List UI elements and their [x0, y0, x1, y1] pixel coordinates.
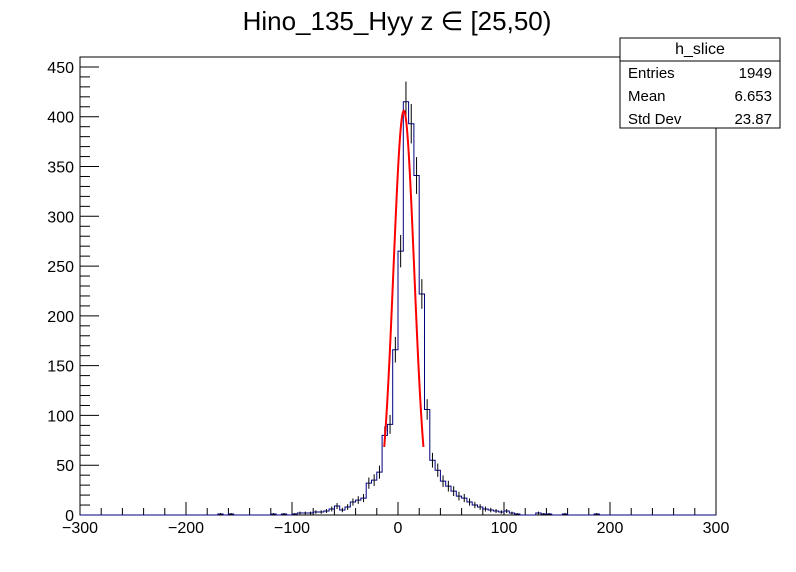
stats-mean-label: Mean [628, 88, 666, 105]
y-tick-label: 200 [47, 309, 74, 326]
y-axis: 0 50 100 150 200 250 300 350 400 450 [47, 56, 99, 525]
y-tick-label: 100 [47, 408, 74, 425]
y-tick-label: 400 [47, 110, 74, 127]
x-tick-label: −300 [62, 520, 98, 537]
fit-curve [383, 109, 425, 448]
histogram-layer [80, 81, 716, 516]
y-tick-label: 250 [47, 259, 74, 276]
y-tick-label: 0 [65, 508, 74, 525]
y-tick-label: 50 [56, 458, 74, 475]
y-tick-label: 150 [47, 359, 74, 376]
stats-box: h_slice Entries 1949 Mean 6.653 Std Dev … [619, 37, 781, 129]
fit-layer [383, 109, 425, 448]
stats-entries-label: Entries [628, 65, 675, 82]
x-tick-label: −200 [168, 520, 204, 537]
stats-title: h_slice [675, 41, 725, 58]
x-tick-label: −100 [274, 520, 310, 537]
chart-title: Hino_135_Hyy z ∈ [25,50) [243, 6, 552, 36]
x-tick-label: 0 [394, 520, 403, 537]
x-tick-label: 300 [703, 520, 730, 537]
stats-box-frame [619, 37, 781, 129]
x-tick-label: 100 [491, 520, 518, 537]
histogram-outline [80, 101, 716, 516]
y-tick-label: 300 [47, 209, 74, 226]
x-tick-label: 200 [597, 520, 624, 537]
stats-stddev-value: 23.87 [734, 111, 772, 128]
y-tick-label: 450 [47, 60, 74, 77]
stats-entries-value: 1949 [739, 65, 772, 82]
x-axis: −300 −200 −100 0 100 200 300 [62, 502, 729, 537]
y-tick-label: 350 [47, 160, 74, 177]
stats-stddev-label: Std Dev [628, 111, 682, 128]
stats-mean-value: 6.653 [734, 88, 772, 105]
